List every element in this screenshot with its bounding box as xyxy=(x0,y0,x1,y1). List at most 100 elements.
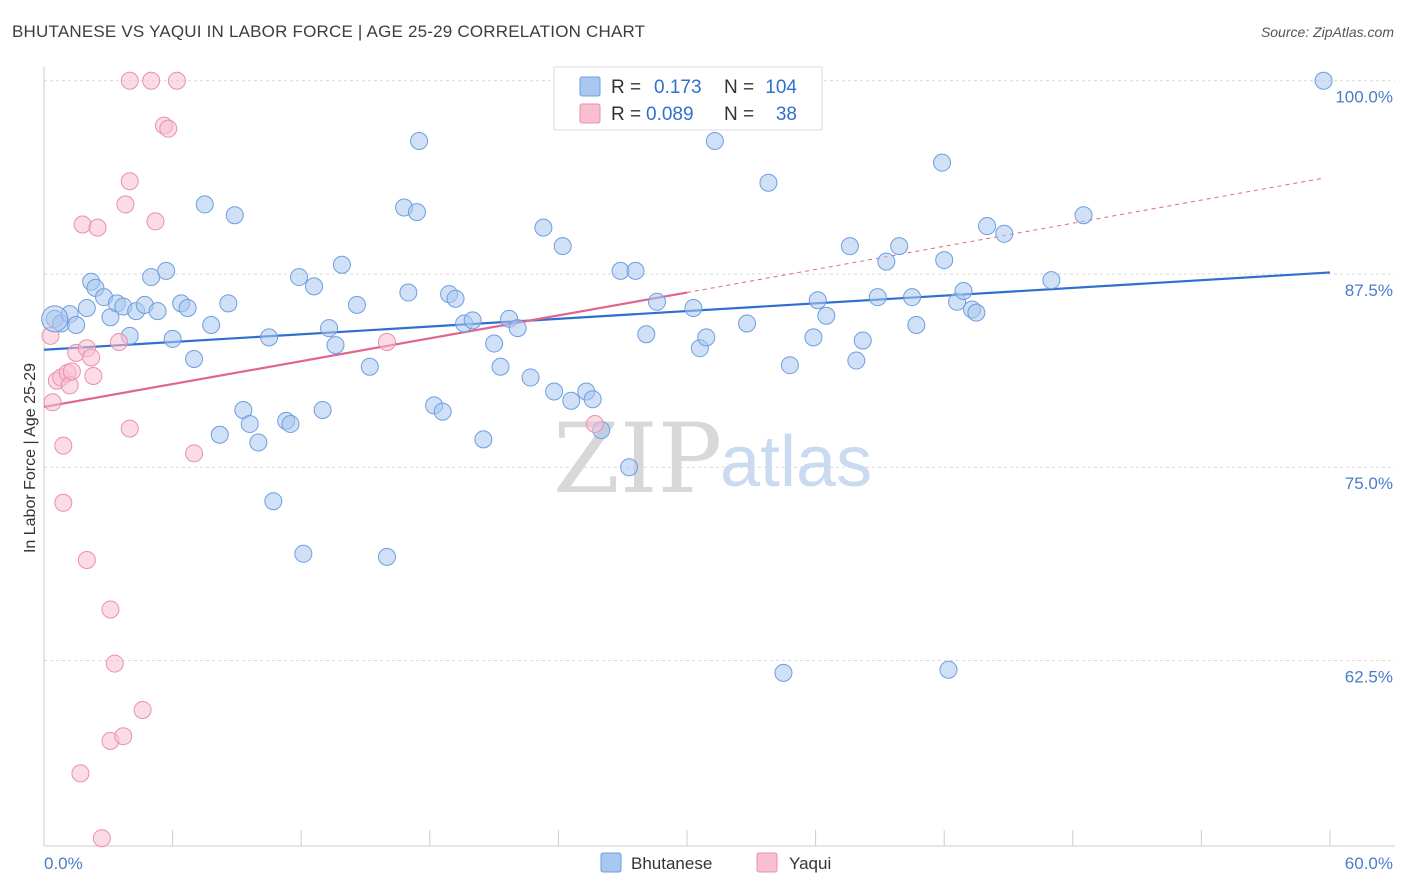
point-yaqui xyxy=(43,393,62,412)
point-bhutanese xyxy=(1314,71,1333,90)
legend-r-label-2: R = xyxy=(611,104,641,125)
point-bhutanese xyxy=(281,414,300,433)
source-label: Source: ZipAtlas.com xyxy=(1260,24,1394,40)
legend-n-label-1: N = xyxy=(724,77,754,98)
point-yaqui xyxy=(133,700,152,719)
point-bhutanese xyxy=(995,224,1014,243)
legend-n-value-2: 38 xyxy=(776,104,797,125)
point-bhutanese xyxy=(260,328,279,347)
point-bhutanese xyxy=(294,544,313,563)
point-yaqui xyxy=(54,436,73,455)
point-bhutanese xyxy=(933,153,952,172)
point-bhutanese xyxy=(185,350,204,369)
point-bhutanese xyxy=(521,368,540,387)
point-yaqui xyxy=(82,348,101,367)
point-bhutanese xyxy=(620,458,639,477)
point-bhutanese xyxy=(954,281,973,300)
point-bhutanese xyxy=(225,206,244,225)
point-bhutanese xyxy=(407,203,426,222)
point-bhutanese xyxy=(562,391,581,410)
point-bhutanese xyxy=(808,291,827,310)
point-bhutanese xyxy=(313,401,332,420)
y-tick-label: 100.0% xyxy=(1335,88,1393,107)
point-bhutanese xyxy=(890,237,909,256)
y-tick-label: 62.5% xyxy=(1345,667,1393,686)
watermark-zip: ZIP xyxy=(553,403,722,515)
point-bhutanese xyxy=(738,314,757,333)
point-bhutanese xyxy=(142,268,161,287)
legend-r-label-1: R = xyxy=(611,77,641,98)
legend-stats: R = 0.173 N = 104 R = 0.089 N = 38 xyxy=(553,66,823,131)
point-bhutanese xyxy=(759,173,778,192)
point-bhutanese xyxy=(853,331,872,350)
point-yaqui xyxy=(105,654,124,673)
point-bhutanese xyxy=(360,357,379,376)
point-bhutanese xyxy=(508,319,527,338)
point-bhutanese xyxy=(491,357,510,376)
point-bhutanese xyxy=(485,334,504,353)
point-bhutanese xyxy=(290,268,309,287)
x-tick-label: 60.0% xyxy=(1345,854,1393,873)
point-bhutanese xyxy=(534,218,553,237)
point-bhutanese xyxy=(868,288,887,307)
legend-n-label-2: N = xyxy=(724,104,754,125)
point-yaqui xyxy=(146,212,165,231)
point-bhutanese xyxy=(202,315,221,334)
point-yaqui xyxy=(114,727,133,746)
point-bhutanese xyxy=(804,328,823,347)
point-bhutanese xyxy=(195,195,214,214)
legend-bottom-label-yaqui: Yaqui xyxy=(789,854,831,873)
point-bhutanese xyxy=(967,303,986,322)
point-bhutanese xyxy=(399,283,418,302)
point-yaqui xyxy=(71,764,90,783)
point-yaqui xyxy=(159,119,178,138)
point-yaqui xyxy=(142,71,161,90)
axes xyxy=(43,67,1395,847)
point-bhutanese xyxy=(178,298,197,317)
y-tick-label: 87.5% xyxy=(1345,281,1393,300)
point-bhutanese xyxy=(463,311,482,330)
point-bhutanese xyxy=(240,414,259,433)
point-bhutanese xyxy=(264,492,283,511)
x-tick-label: 0.0% xyxy=(44,854,83,873)
point-yaqui xyxy=(77,550,96,569)
point-bhutanese xyxy=(305,277,324,296)
legend-series: Bhutanese Yaqui xyxy=(600,852,831,873)
watermark: ZIP atlas xyxy=(553,403,872,515)
point-bhutanese xyxy=(326,336,345,355)
legend-r-value-2: 0.089 xyxy=(646,104,694,125)
x-tick-labels: 0.0% 60.0% xyxy=(44,854,1393,873)
point-yaqui xyxy=(120,172,139,191)
point-bhutanese xyxy=(978,217,997,236)
point-bhutanese xyxy=(647,292,666,311)
point-bhutanese xyxy=(847,351,866,370)
point-bhutanese xyxy=(157,261,176,280)
y-tick-label: 75.0% xyxy=(1345,474,1393,493)
y-tick-labels: 62.5% 75.0% 87.5% 100.0% xyxy=(1335,88,1393,687)
point-bhutanese xyxy=(907,315,926,334)
point-yaqui xyxy=(84,367,103,386)
legend-bottom-swatch-yaqui xyxy=(756,852,778,873)
legend-n-value-1: 104 xyxy=(765,77,797,98)
legend-r-value-1: 0.173 xyxy=(654,77,702,98)
point-bhutanese xyxy=(553,237,572,256)
point-yaqui xyxy=(101,600,120,619)
point-bhutanese xyxy=(320,319,339,338)
point-bhutanese xyxy=(1074,206,1093,225)
point-bhutanese xyxy=(433,402,452,421)
point-yaqui xyxy=(120,71,139,90)
point-bhutanese xyxy=(377,547,396,566)
point-yaqui xyxy=(167,71,186,90)
point-yaqui xyxy=(92,829,111,848)
point-bhutanese xyxy=(332,255,351,274)
point-bhutanese xyxy=(774,663,793,682)
legend-swatch-yaqui xyxy=(579,103,601,124)
point-bhutanese xyxy=(877,252,896,271)
legend-bottom-label-bhutanese: Bhutanese xyxy=(631,854,712,873)
watermark-atlas: atlas xyxy=(720,422,872,502)
point-bhutanese xyxy=(697,328,716,347)
point-yaqui xyxy=(88,218,107,237)
point-bhutanese xyxy=(780,356,799,375)
legend-bottom-swatch-bhutanese xyxy=(600,852,622,873)
